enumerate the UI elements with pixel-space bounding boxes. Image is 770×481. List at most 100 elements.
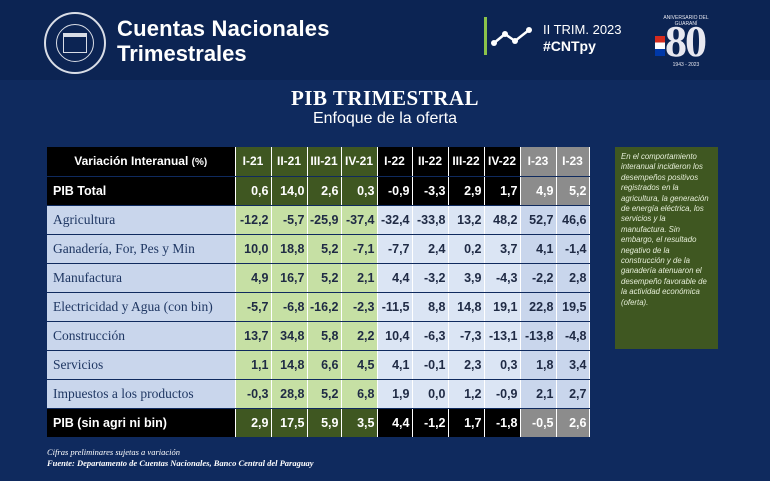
seal-ring: [56, 24, 94, 62]
value-cell: 0,6: [235, 176, 272, 206]
value-cell: 14,8: [271, 350, 308, 380]
col-header: I-21: [235, 147, 272, 177]
header-bar: Cuentas Nacionales Trimestrales II TRIM.…: [0, 0, 770, 80]
row-label: Impuestos a los productos: [47, 379, 236, 409]
value-cell: 4,5: [341, 350, 378, 380]
page-subtitle: Enfoque de la oferta: [312, 110, 458, 127]
value-cell: 10,0: [235, 234, 272, 264]
value-cell: 2,8: [556, 263, 590, 293]
value-cell: 1,7: [448, 408, 485, 438]
value-cell: 17,5: [271, 408, 308, 438]
gdp-table: Variación Interanual (%) I-21 II-21 III-…: [47, 147, 590, 438]
value-cell: 16,7: [271, 263, 308, 293]
value-cell: -3,3: [412, 176, 449, 206]
value-cell: -7,3: [448, 321, 485, 351]
value-cell: -13,8: [520, 321, 557, 351]
value-cell: 3,5: [341, 408, 378, 438]
value-cell: 18,8: [271, 234, 308, 264]
value-cell: -1,8: [484, 408, 521, 438]
value-cell: 5,2: [307, 234, 342, 264]
value-cell: 0,2: [448, 234, 485, 264]
page-title: PIB TRIMESTRAL: [290, 86, 480, 110]
value-cell: 13,7: [235, 321, 272, 351]
table-row: Electricidad y Agua (con bin) -5,7 -6,8 -16…: [47, 292, 590, 322]
value-cell: 5,2: [556, 176, 590, 206]
value-cell: 4,9: [520, 176, 557, 206]
col-header: I-23: [520, 147, 557, 177]
anniversary-number: 80: [665, 17, 707, 66]
header-label: Variación Interanual: [74, 154, 189, 169]
footnote-source: Fuente: Departamento de Cuentas Nacional…: [47, 458, 314, 468]
anniversary-caption: ANIVERSARIO DEL GUARANÍ: [663, 15, 709, 27]
value-cell: 6,6: [307, 350, 342, 380]
value-cell: 8,8: [412, 292, 449, 322]
value-cell: -37,4: [341, 205, 378, 235]
table-body: PIB Total 0,6 14,0 2,6 0,3 -0,9 -3,3 2,9 1,7 4,9 5…: [47, 176, 590, 438]
col-header: I-22: [377, 147, 413, 177]
table-row: Ganadería, For, Pes y Min 10,0 18,8 5,2 -7,1…: [47, 234, 590, 264]
value-cell: -6,3: [412, 321, 449, 351]
value-cell: 2,9: [235, 408, 272, 438]
value-cell: 10,4: [377, 321, 413, 351]
value-cell: -4,3: [484, 263, 521, 293]
value-cell: 3,4: [556, 350, 590, 380]
trend-line-icon: [491, 27, 532, 46]
hashtag-label: #CNTpy: [543, 38, 596, 54]
value-cell: 2,1: [520, 379, 557, 409]
value-cell: -11,5: [377, 292, 413, 322]
value-cell: 19,5: [556, 292, 590, 322]
row-label: Agricultura: [47, 205, 236, 235]
value-cell: -1,2: [412, 408, 449, 438]
table-row: Construcción 13,7 34,8 5,8 2,2 10,4 -6,3 -7,3 -1…: [47, 321, 590, 351]
value-cell: 0,3: [484, 350, 521, 380]
value-cell: -2,3: [341, 292, 378, 322]
value-cell: -6,8: [271, 292, 308, 322]
value-cell: 28,8: [271, 379, 308, 409]
commentary-box: En el comportamiento interanual incidier…: [615, 147, 718, 349]
table-row: PIB (sin agri ni bin) 2,9 17,5 5,9 3,5 4,4 -1,…: [47, 408, 590, 438]
value-cell: 48,2: [484, 205, 521, 235]
value-cell: -7,7: [377, 234, 413, 264]
value-cell: 14,0: [271, 176, 308, 206]
value-cell: 5,2: [307, 263, 342, 293]
bcp-seal-logo: [44, 12, 106, 74]
header-label-cell: Variación Interanual (%): [47, 147, 236, 177]
col-header: IV-21: [341, 147, 378, 177]
value-cell: 6,8: [341, 379, 378, 409]
value-cell: -32,4: [377, 205, 413, 235]
value-cell: 1,8: [520, 350, 557, 380]
table-row: Impuestos a los productos -0,3 28,8 5,2 6,8 1…: [47, 379, 590, 409]
value-cell: 14,8: [448, 292, 485, 322]
header-unit: (%): [191, 157, 208, 169]
value-cell: 2,1: [341, 263, 378, 293]
value-cell: 2,9: [448, 176, 485, 206]
value-cell: 1,7: [484, 176, 521, 206]
col-header: I-23: [556, 147, 590, 177]
value-cell: -7,1: [341, 234, 378, 264]
value-cell: 2,4: [412, 234, 449, 264]
value-cell: 4,4: [377, 263, 413, 293]
value-cell: 4,1: [520, 234, 557, 264]
value-cell: -0,9: [484, 379, 521, 409]
value-cell: 4,9: [235, 263, 272, 293]
value-cell: 19,1: [484, 292, 521, 322]
value-cell: 4,4: [377, 408, 413, 438]
value-cell: -0,3: [235, 379, 272, 409]
value-cell: -25,9: [307, 205, 342, 235]
col-header: III-21: [307, 147, 342, 177]
footnote-preliminary: Cifras preliminares sujetas a variación: [47, 447, 181, 457]
bank-building-icon: [63, 33, 87, 53]
value-cell: -4,8: [556, 321, 590, 351]
value-cell: 5,2: [307, 379, 342, 409]
col-header: IV-22: [484, 147, 521, 177]
header-divider: [484, 17, 487, 55]
paraguay-flag-icon: [655, 36, 665, 56]
value-cell: 4,1: [377, 350, 413, 380]
value-cell: -5,7: [271, 205, 308, 235]
value-cell: -12,2: [235, 205, 272, 235]
value-cell: 34,8: [271, 321, 308, 351]
row-label: Manufactura: [47, 263, 236, 293]
row-label: Construcción: [47, 321, 236, 351]
col-header: II-22: [412, 147, 449, 177]
value-cell: 2,2: [341, 321, 378, 351]
